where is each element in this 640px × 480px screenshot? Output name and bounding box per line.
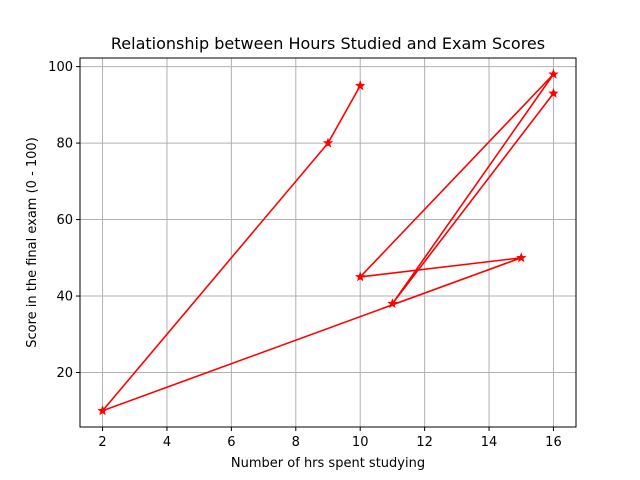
x-tick-label: 10: [352, 435, 369, 450]
data-point-star: [97, 405, 108, 416]
series-line: [101, 73, 555, 412]
data-point-star: [548, 68, 559, 79]
plot-area-frame: [79, 57, 577, 428]
y-tick-label: 20: [56, 366, 73, 381]
y-axis-label: Score in the final exam (0 - 100): [25, 137, 40, 348]
x-tick-label: 8: [292, 435, 300, 450]
data-point-star: [355, 271, 366, 282]
data-point-star: [355, 80, 366, 91]
y-axis: 20 40 60 80 100: [48, 60, 80, 381]
x-tick-label: 12: [416, 435, 433, 450]
data-point-star: [387, 298, 398, 309]
data-point-star: [516, 252, 527, 263]
grid: [80, 58, 576, 427]
data-point-star: [322, 137, 334, 148]
x-tick-label: 14: [481, 435, 498, 450]
x-tick-label: 16: [545, 435, 562, 450]
x-tick-label: 6: [227, 435, 235, 450]
series-layer: [97, 68, 559, 416]
x-tick-label: 4: [163, 435, 171, 450]
chart-title: Relationship between Hours Studied and E…: [111, 34, 545, 53]
x-axis-label: Number of hrs spent studying: [231, 456, 425, 471]
x-tick-label: 2: [98, 435, 106, 450]
data-point-star: [548, 87, 559, 98]
x-axis: 2 4 6 8 10 12 14 16: [98, 427, 562, 450]
y-tick-label: 100: [48, 60, 73, 75]
y-tick-label: 40: [56, 290, 73, 305]
y-tick-label: 60: [56, 213, 73, 228]
y-tick-label: 80: [56, 137, 73, 152]
